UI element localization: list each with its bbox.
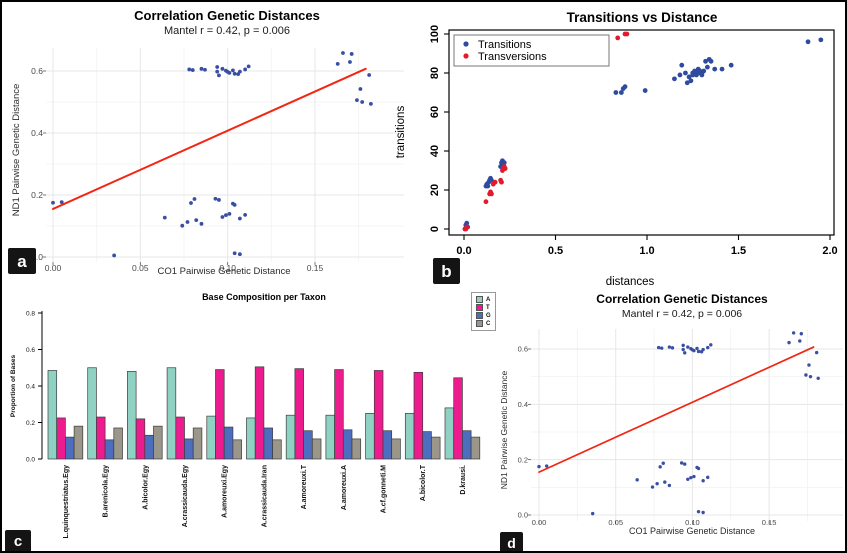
y-tick-label: 0.0 <box>518 511 528 520</box>
legend-swatch-A <box>476 296 483 303</box>
x-tick-label: 0.15 <box>307 263 324 273</box>
legend-label-C: C <box>486 320 491 327</box>
y-tick-label: 0.6 <box>31 66 43 76</box>
x-tick-label: 0.15 <box>762 518 777 527</box>
panel-c-legend: A T G C <box>471 292 496 331</box>
legend-item-A: A <box>476 296 491 303</box>
category-label: L.quinquestriatus.Egy <box>63 465 70 539</box>
y-tick-label: 0.4 <box>26 383 35 390</box>
y-tick-label: 80 <box>429 67 441 79</box>
legend-item-G: G <box>476 312 491 319</box>
panel-b-x-axis-label: distances <box>605 276 655 288</box>
legend-swatch-T <box>476 304 483 311</box>
y-tick-label: 0.4 <box>31 128 43 138</box>
panel-a-title: Correlation Genetic Distances <box>134 8 320 23</box>
category-label: A.amoreuxi.A <box>341 465 348 510</box>
x-tick-label: 0.05 <box>132 263 149 273</box>
legend-label-T: T <box>486 304 490 311</box>
y-tick-label: 0.0 <box>31 252 43 262</box>
plot-box <box>448 29 835 236</box>
panel-b-title: Transitions vs Distance <box>566 10 718 25</box>
x-tick-label: 1.5 <box>731 245 746 257</box>
panel-c-bar-chart: 0.0 0.2 0.4 0.6 0.8 L.quinquestriatus.Egy B.ar… <box>26 310 481 539</box>
panel-b-scatter-plot: 0.0 0.5 1.0 1.5 2.0 0 20 40 60 80 100 TransitionsTr… <box>429 25 838 257</box>
y-tick-label: 100 <box>429 25 441 43</box>
category-label: A.cf.gonneti.M <box>381 465 388 513</box>
y-tick-label: 0.2 <box>26 420 35 427</box>
scatter-points <box>537 331 820 516</box>
legend-swatch-G <box>476 312 483 319</box>
panel-a-x-axis-label: CO1 Pairwise Genetic Distance <box>157 266 291 277</box>
panel-a-badge: a <box>8 248 36 274</box>
x-tick-label: 0.0 <box>456 245 471 257</box>
y-tick-label: 0.2 <box>518 455 528 464</box>
regression-line <box>538 346 815 473</box>
legend-item-C: C <box>476 320 491 327</box>
category-label: A.amoreuxi.Egy <box>222 465 229 518</box>
panel-d-badge: d <box>500 532 523 551</box>
regression-line <box>52 67 367 210</box>
category-label: A.crassicauda.Iran <box>261 465 268 527</box>
axis-ticks: 0.00 0.05 0.10 0.15 0.0 0.2 0.4 0.6 <box>31 66 323 273</box>
category-label: D.krausi. <box>460 465 467 495</box>
x-tick-label: 1.0 <box>639 245 654 257</box>
y-tick-label: 0.6 <box>518 345 528 354</box>
axis-ticks: 0.00 0.05 0.10 0.15 0.0 0.2 0.4 0.6 <box>518 345 777 527</box>
panel-a-scatter-plot: 0.00 0.05 0.10 0.15 0.0 0.2 0.4 0.6 <box>31 48 404 273</box>
gridlines <box>46 48 404 262</box>
legend-label: Transitions <box>478 39 532 51</box>
y-tick-label: 20 <box>429 184 441 196</box>
y-tick-label: 0.6 <box>26 347 35 354</box>
y-tick-label: 40 <box>429 145 441 157</box>
category-label: B.arenicola.Egy <box>103 465 110 518</box>
panel-a-subtitle: Mantel r = 0.42, p = 0.006 <box>164 25 290 37</box>
x-tick-label: 0.05 <box>608 518 623 527</box>
y-tick-label: 0.0 <box>26 456 35 463</box>
gridlines <box>531 329 843 521</box>
legend-label-A: A <box>486 296 491 303</box>
legend-swatch-C <box>476 320 483 327</box>
panel-d-subtitle: Mantel r = 0.42, p = 0.006 <box>621 308 743 320</box>
y-tick-label: 0 <box>429 226 441 232</box>
category-label: A.bicolor.Egy <box>142 465 149 510</box>
legend-label-G: G <box>486 312 491 319</box>
y-tick-label: 0.4 <box>518 400 528 409</box>
panel-d-title: Correlation Genetic Distances <box>596 292 768 306</box>
scatter-points <box>51 51 373 258</box>
x-tick-label: 0.10 <box>685 518 700 527</box>
panel-d-scatter-plot: 0.00 0.05 0.10 0.15 0.0 0.2 0.4 0.6 <box>518 329 843 527</box>
panel-c-badge: c <box>5 530 31 551</box>
series-transversions <box>462 31 630 232</box>
panel-c-title: Base Composition per Taxon <box>202 292 326 302</box>
y-tick-label: 60 <box>429 106 441 118</box>
legend-item-T: T <box>476 304 491 311</box>
category-label: A.amoreuxi.T <box>301 464 308 509</box>
x-tick-label: 0.10 <box>219 263 236 273</box>
category-label: A.bicolor.T <box>420 464 427 501</box>
x-tick-label: 0.00 <box>45 263 62 273</box>
legend-label: Transversions <box>478 51 547 63</box>
panel-d-x-axis-label: CO1 Pairwise Genetic Distance <box>628 526 756 536</box>
x-tick-label: 0.00 <box>532 518 547 527</box>
x-tick-label: 0.5 <box>548 245 563 257</box>
x-tick-label: 2.0 <box>822 245 837 257</box>
bars <box>47 366 481 460</box>
axis-ticks: 0.0 0.5 1.0 1.5 2.0 0 20 40 60 80 100 <box>429 25 838 257</box>
series-transitions <box>463 37 824 230</box>
y-tick-label: 0.8 <box>26 310 35 317</box>
y-tick-label: 0.2 <box>31 190 43 200</box>
panel-b-badge: b <box>433 258 460 284</box>
category-label: A.crassicauda.Egy <box>182 465 189 527</box>
